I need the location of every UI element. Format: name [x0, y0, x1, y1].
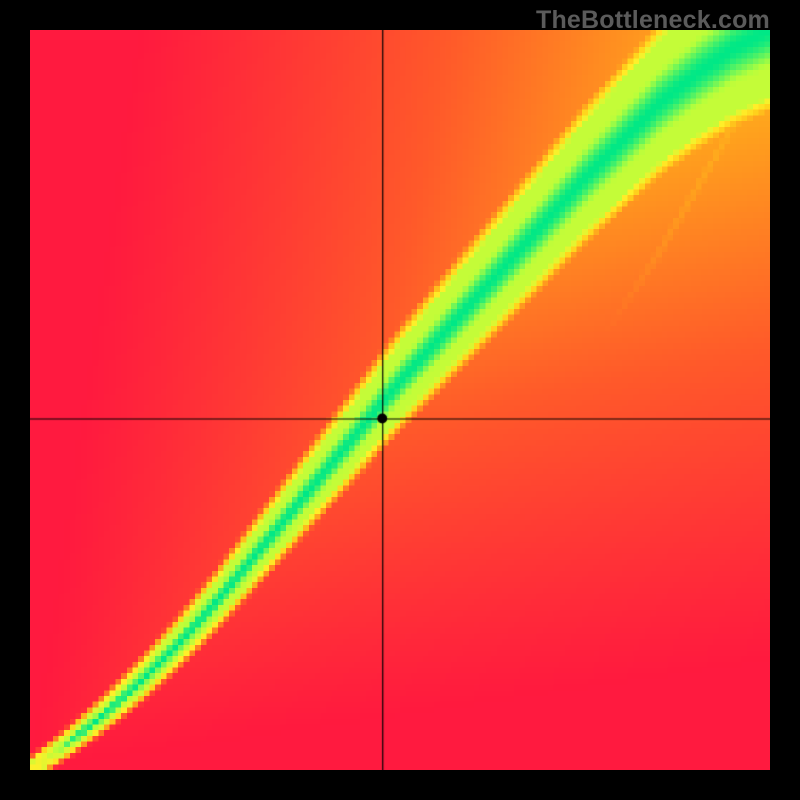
watermark-text: TheBottleneck.com [536, 6, 770, 35]
crosshair-overlay [30, 30, 770, 770]
